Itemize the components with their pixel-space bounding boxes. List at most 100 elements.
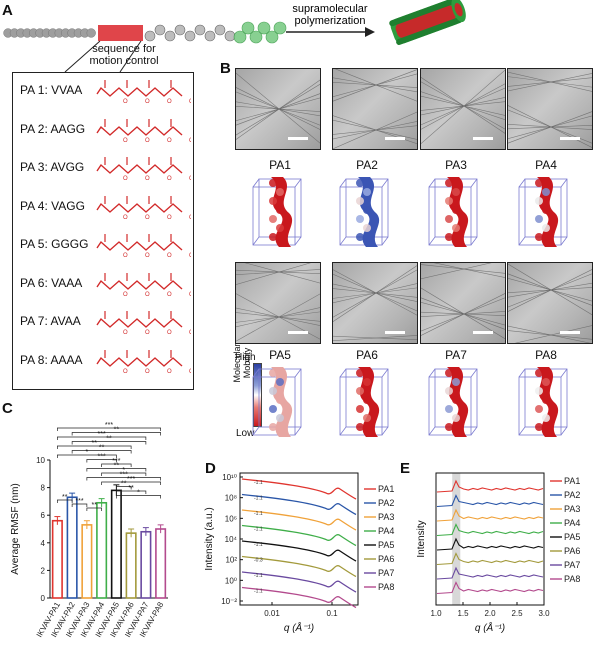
saxs-curve [241, 509, 357, 531]
x-axis-label: q (Å⁻¹) [284, 621, 314, 634]
cryo-tem-micrograph [235, 68, 321, 150]
svg-text:O: O [145, 330, 150, 335]
svg-text:O: O [189, 215, 191, 220]
scale-bar [560, 331, 580, 334]
significance-bracket [57, 499, 73, 503]
significance-star: *** [105, 422, 113, 429]
x-tick-label: 1.5 [457, 609, 469, 618]
svg-text:O: O [145, 253, 150, 258]
waxs-curve [436, 494, 544, 508]
significance-bracket [57, 454, 117, 458]
significance-star: * [86, 449, 89, 456]
y-axis-label: Average RMSF (nm) [10, 483, 21, 575]
bar [155, 528, 167, 599]
svg-text:O: O [123, 215, 128, 220]
ikvav-bead [241, 21, 255, 35]
significance-star: *** [98, 454, 106, 461]
y-tick-label: 10⁰ [225, 576, 237, 585]
simulation-label: PA8 [535, 348, 557, 362]
saxs-curve [241, 478, 357, 500]
pa-molecule-diagram: supramolecular polymerization [3, 0, 466, 72]
peptide-structure: OOOO [96, 311, 191, 335]
svg-text:O: O [189, 369, 191, 374]
svg-text:O: O [145, 176, 150, 181]
significance-bracket [101, 481, 161, 485]
svg-text:O: O [189, 330, 191, 335]
x-tick-label: 2.5 [511, 609, 523, 618]
arrow-label-2: polymerization [295, 15, 366, 27]
waxs-curve [436, 479, 544, 493]
peptide-structure: OOOO [96, 157, 191, 181]
y-tick-label: 2 [41, 566, 46, 575]
slope-label: -1.1 [254, 542, 263, 548]
peptide-structure: OOOO [96, 349, 191, 374]
legend-label: PA6 [378, 554, 394, 564]
y-tick-label: 10¹⁰ [222, 473, 237, 482]
svg-text:O: O [123, 292, 128, 297]
svg-text:O: O [189, 138, 191, 143]
waxs-curve [436, 566, 544, 580]
saxs-curve [241, 524, 357, 547]
scale-bar [288, 331, 308, 334]
peptide-bead [144, 30, 156, 42]
ikvav-bead [233, 30, 247, 44]
y-tick-label: 10⁻² [221, 597, 237, 606]
x-tick-label: 2.0 [484, 609, 496, 618]
arrow-label-1: supramolecular [292, 3, 368, 15]
sequence-label: PA 4: VAGG [20, 198, 85, 213]
significance-star: ** [92, 502, 98, 509]
legend-label: PA8 [378, 582, 394, 592]
legend-label: PA2 [564, 490, 580, 500]
sequence-label: PA 7: AVAA [20, 314, 81, 328]
svg-text:O: O [167, 99, 172, 104]
scale-bar [385, 137, 405, 140]
cryo-tem-micrograph [332, 68, 418, 150]
peptide-bead [164, 30, 176, 42]
segment-caption-line-2: motion control [89, 55, 159, 67]
legend-label: PA5 [564, 532, 580, 542]
significance-bracket [86, 468, 147, 472]
legend-label: PA4 [378, 526, 394, 536]
saxs-chart: 10¹⁰ 10⁸ 10⁶ 10⁴ 10² 10⁰ 10⁻² 0.01 0.1 q (Å⁻¹) Int… [204, 472, 394, 634]
significance-bracket [101, 472, 147, 476]
y-axis-label: Intensity (a.u.) [204, 507, 215, 570]
significance-star: ** [92, 440, 98, 447]
legend-label: PA8 [564, 574, 580, 584]
legend-label: PA2 [378, 498, 394, 508]
slope-label: -1.1 [254, 496, 263, 502]
ikvav-bead [265, 30, 279, 44]
svg-text:O: O [167, 215, 172, 220]
peptide-bead [204, 30, 216, 42]
bar [96, 501, 108, 599]
peptide-structure: OOOO [96, 272, 191, 297]
motion-control-segment [98, 25, 143, 41]
significance-bracket [57, 445, 132, 449]
mobility-low-label: Low [236, 428, 255, 439]
simulation-label: PA7 [445, 348, 467, 362]
y-tick-label: 0 [41, 594, 46, 603]
saxs-curve [241, 571, 357, 593]
simulation-label: PA4 [535, 158, 557, 172]
saxs-curve [241, 493, 357, 516]
slope-label: -1.1 [254, 480, 263, 486]
significance-star: *** [75, 498, 83, 505]
peptide-structure: OOOO [96, 80, 191, 104]
md-simulation-box [428, 367, 478, 437]
svg-text:O: O [167, 138, 172, 143]
legend-label: PA1 [564, 476, 580, 486]
bar [125, 532, 137, 599]
scale-bar [288, 137, 308, 140]
significance-star: ** [114, 463, 120, 470]
mobility-colorbar [253, 363, 262, 427]
scale-bar [473, 331, 493, 334]
svg-text:O: O [189, 292, 191, 297]
slope-label: -0.3 [254, 558, 263, 564]
md-simulation-box [518, 177, 568, 247]
cryo-tem-micrograph [507, 68, 593, 150]
sequence-list: PA 1: VVAA O O O O PA 2: AAGG O O O O PA 3: AVGG O O… [12, 72, 194, 390]
callout-line-right [119, 40, 142, 72]
svg-text:O: O [123, 99, 128, 104]
waxs-curve [436, 523, 544, 537]
significance-bracket [57, 427, 161, 431]
